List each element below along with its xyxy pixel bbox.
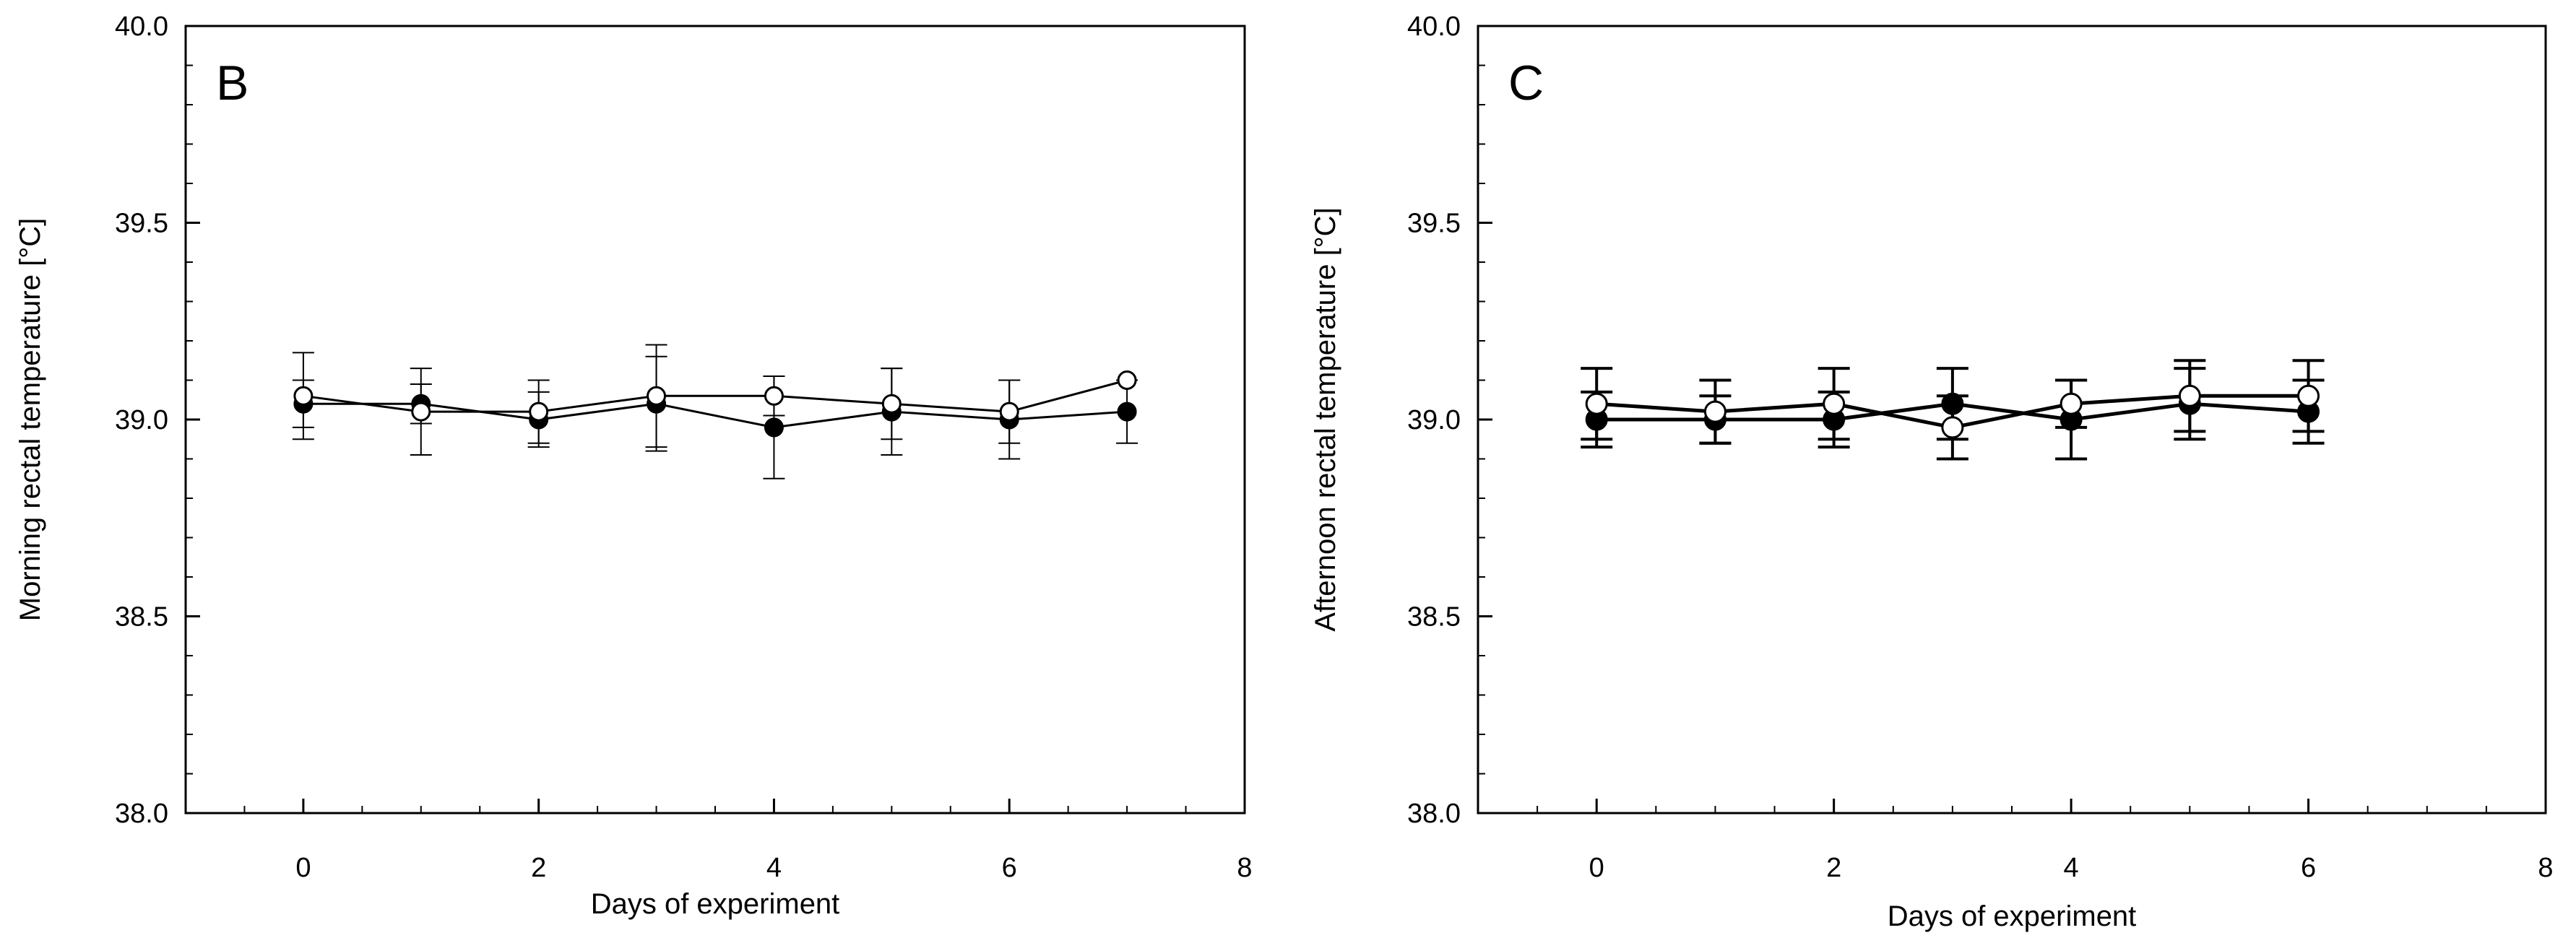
panel-label: B (216, 56, 248, 110)
y-tick-label: 38.5 (1407, 602, 1461, 633)
x-tick-label: 4 (766, 853, 782, 883)
axis-ticks: 0 2 4 6 8 38.0 38.5 39.0 39.5 40.0 (115, 12, 1253, 883)
y-tick-label: 39.0 (115, 405, 168, 435)
series-line-open (303, 379, 1128, 413)
y-tick-label: 38.0 (1407, 799, 1461, 829)
x-axis-title: Days of experiment (1888, 900, 2137, 932)
point-open (1823, 392, 1846, 415)
point-open (647, 386, 667, 406)
point-open (1117, 370, 1137, 390)
point-open (2297, 384, 2320, 407)
y-axis-title: Morning rectal temperature [°C] (14, 218, 46, 621)
point-open (529, 401, 549, 422)
plot-frame (1477, 25, 2547, 815)
x-tick-label: 6 (2301, 853, 2316, 883)
y-axis-title: Afternoon rectal temperature [°C] (1310, 207, 1341, 631)
panel-c: 0 2 4 6 8 38.0 38.5 39.0 39.5 40.0 C Days of expe… (1310, 12, 2554, 932)
point-open (1585, 392, 1608, 415)
x-tick-label: 2 (1826, 853, 1841, 883)
y-tick-label: 38.0 (115, 799, 168, 829)
panel-label: C (1508, 56, 1544, 110)
point-open (2059, 392, 2083, 415)
y-tick-label: 39.5 (1407, 209, 1461, 239)
series-lines (303, 379, 1128, 429)
x-tick-label: 4 (2064, 853, 2079, 883)
x-tick-label: 8 (1237, 853, 1252, 883)
x-tick-label: 8 (2538, 853, 2553, 883)
point-open (764, 386, 784, 406)
point-filled (764, 417, 784, 438)
point-open (2178, 384, 2201, 407)
data-points (293, 370, 1137, 438)
x-axis-title: Days of experiment (591, 888, 840, 920)
x-tick-label: 0 (295, 853, 311, 883)
y-tick-label: 39.5 (115, 209, 168, 239)
point-filled (1117, 401, 1137, 422)
data-points (1585, 384, 2320, 439)
plot-frame (184, 25, 1246, 815)
y-tick-label: 40.0 (115, 12, 168, 42)
axis-ticks: 0 2 4 6 8 38.0 38.5 39.0 39.5 40.0 (1407, 12, 2554, 883)
panel-b: 0 2 4 6 8 38.0 38.5 39.0 39.5 40.0 B Days of expe… (14, 12, 1253, 920)
y-tick-label: 38.5 (115, 602, 168, 633)
x-tick-label: 0 (1589, 853, 1604, 883)
x-tick-label: 2 (531, 853, 546, 883)
y-tick-label: 39.0 (1407, 405, 1461, 435)
series-line-filled (303, 402, 1128, 429)
point-open (293, 386, 314, 406)
y-tick-label: 40.0 (1407, 12, 1461, 42)
point-open (1703, 400, 1726, 423)
point-filled (1941, 392, 1964, 415)
point-open (999, 401, 1019, 422)
point-open (1941, 416, 1964, 439)
point-open (881, 394, 902, 414)
point-open (411, 401, 431, 422)
x-tick-label: 6 (1002, 853, 1017, 883)
